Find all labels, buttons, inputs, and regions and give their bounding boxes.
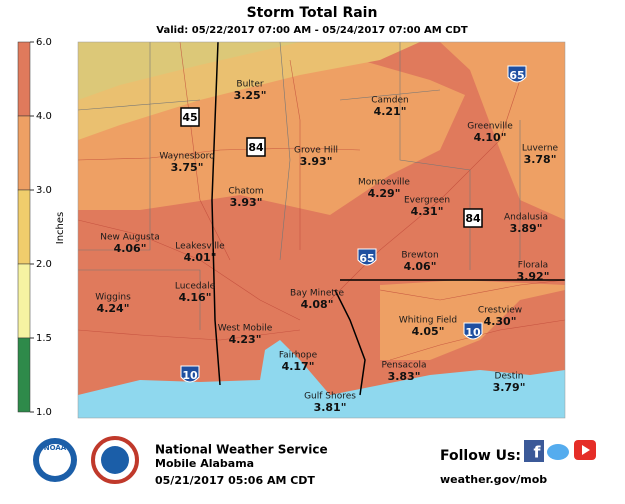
city-name: Andalusia bbox=[504, 213, 548, 223]
scale-band bbox=[17, 263, 31, 339]
scale-band bbox=[17, 41, 31, 117]
scale-band bbox=[17, 337, 31, 413]
city-name: Florala bbox=[518, 261, 548, 271]
rain-amount: 4.30" bbox=[484, 315, 517, 328]
city-name: Fairhope bbox=[279, 351, 318, 361]
scale-label: 1.5 bbox=[36, 333, 52, 344]
rain-amount: 4.29" bbox=[368, 187, 401, 200]
scale-band bbox=[17, 189, 31, 265]
highway-number: 84 bbox=[465, 212, 481, 225]
us-shield bbox=[180, 107, 200, 127]
city-name: Destin bbox=[495, 372, 524, 382]
rain-amount: 3.75" bbox=[171, 161, 204, 174]
city-name: Camden bbox=[371, 96, 409, 106]
rain-amount: 3.78" bbox=[524, 153, 557, 166]
city-name: Crestview bbox=[478, 306, 522, 316]
city-name: Bay Minette bbox=[290, 289, 344, 299]
highway-number: 65 bbox=[509, 69, 524, 82]
rain-amount: 4.17" bbox=[282, 360, 315, 373]
rain-amount: 4.31" bbox=[411, 205, 444, 218]
city-name: Luverne bbox=[522, 144, 559, 154]
city-name: Waynesboro bbox=[159, 152, 215, 162]
rain-amount: 4.08" bbox=[301, 298, 334, 311]
us-shield bbox=[246, 137, 266, 157]
rain-amount: 4.16" bbox=[179, 291, 212, 304]
city-name: Pensacola bbox=[381, 361, 426, 371]
noaa-logo-inner bbox=[39, 444, 71, 476]
color-scale: 6.0 4.0 3.0 2.0 1.5 1.0 bbox=[17, 37, 52, 418]
us-shield bbox=[463, 208, 483, 228]
map bbox=[77, 41, 566, 419]
interstate-shield bbox=[180, 365, 200, 383]
city-name: Chatom bbox=[228, 187, 263, 197]
follow-us: Follow Us: bbox=[440, 448, 521, 464]
rain-amount: 3.93" bbox=[230, 196, 263, 209]
twitter-icon[interactable] bbox=[547, 444, 569, 460]
city-name: Gulf Shores bbox=[304, 392, 356, 402]
office: Mobile Alabama bbox=[155, 457, 254, 470]
rain-amount: 4.21" bbox=[374, 105, 407, 118]
facebook-glyph: f bbox=[534, 443, 542, 462]
rain-amount: 4.05" bbox=[412, 325, 445, 338]
footer: NOAA National Weather Service Mobile Ala… bbox=[33, 436, 596, 487]
rain-amount: 3.93" bbox=[300, 155, 333, 168]
highway-number: 10 bbox=[465, 326, 481, 339]
scale-unit: Inches bbox=[55, 212, 66, 245]
city-name: Leakesville bbox=[175, 242, 225, 252]
rain-amount: 4.10" bbox=[474, 131, 507, 144]
website[interactable]: weather.gov/mob bbox=[440, 473, 547, 486]
scale-band bbox=[17, 115, 31, 191]
city-name: West Mobile bbox=[218, 324, 273, 334]
scale-label: 3.0 bbox=[36, 185, 52, 196]
rain-amount: 3.81" bbox=[314, 401, 347, 414]
rain-amount: 4.06" bbox=[404, 260, 437, 273]
rain-amount: 4.01" bbox=[184, 251, 217, 264]
city-name: Greenville bbox=[467, 122, 513, 132]
scale-label: 4.0 bbox=[36, 111, 52, 122]
city-name: New Augusta bbox=[100, 233, 160, 243]
valid-period: Valid: 05/22/2017 07:00 AM - 05/24/2017 … bbox=[156, 25, 468, 36]
facebook-icon[interactable] bbox=[524, 440, 544, 462]
highway-number: 45 bbox=[182, 111, 197, 124]
rain-amount: 4.23" bbox=[229, 333, 262, 346]
title: Storm Total Rain bbox=[247, 5, 378, 21]
rain-amount: 3.89" bbox=[510, 222, 543, 235]
issued: 05/21/2017 05:06 AM CDT bbox=[155, 474, 315, 487]
scale-label: 1.0 bbox=[36, 407, 52, 418]
rain-amount: 4.24" bbox=[97, 302, 130, 315]
city-name: Evergreen bbox=[404, 196, 450, 206]
city-name: Monroeville bbox=[358, 178, 410, 188]
highway-number: 65 bbox=[359, 252, 374, 265]
rain-amount: 4.06" bbox=[114, 242, 147, 255]
city-name: Brewton bbox=[401, 251, 438, 261]
rain-amount: 3.83" bbox=[388, 370, 421, 383]
city-name: Grove Hill bbox=[294, 146, 338, 156]
highway-number: 10 bbox=[182, 369, 198, 382]
city-name: Whiting Field bbox=[399, 316, 457, 326]
agency: National Weather Service bbox=[155, 443, 328, 457]
interstate-shield bbox=[463, 322, 483, 340]
interstate-shield bbox=[357, 248, 377, 266]
zone-light bbox=[78, 42, 300, 100]
scale-label: 2.0 bbox=[36, 259, 52, 270]
highway-number: 84 bbox=[248, 141, 264, 154]
rain-amount: 3.79" bbox=[493, 381, 526, 394]
nws-logo-inner bbox=[101, 446, 129, 474]
city-name: Bulter bbox=[236, 80, 263, 90]
scale-label: 6.0 bbox=[36, 37, 52, 48]
interstate-shield bbox=[507, 65, 527, 83]
gulf-water bbox=[78, 340, 565, 418]
noaa-text: NOAA bbox=[44, 444, 67, 452]
rain-amount: 3.92" bbox=[517, 270, 550, 283]
city-name: Wiggins bbox=[95, 293, 131, 303]
highway-shields: 45 84 84 65 65 10 10 bbox=[180, 65, 527, 383]
rain-amount: 3.25" bbox=[234, 89, 267, 102]
city-name: Lucedale bbox=[175, 282, 216, 292]
zone-moderate-south bbox=[380, 280, 565, 360]
